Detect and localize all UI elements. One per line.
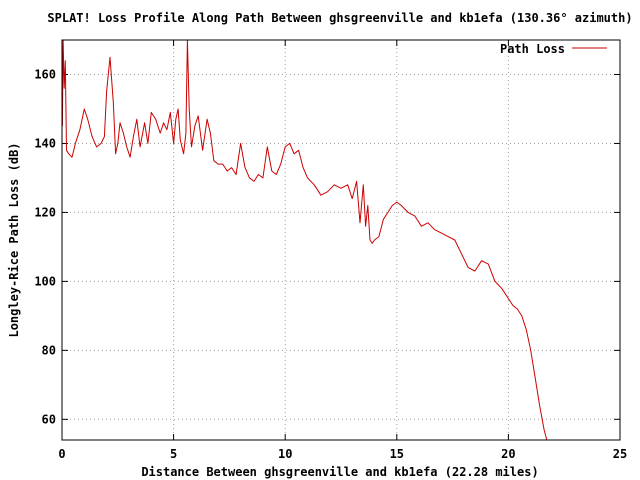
plot-frame xyxy=(61,39,621,441)
x-tick-label: 5 xyxy=(170,447,177,461)
x-axis-label: Distance Between ghsgreenville and kb1ef… xyxy=(141,465,538,479)
x-tick-label: 20 xyxy=(501,447,515,461)
x-tick-label: 10 xyxy=(278,447,292,461)
y-tick-label: 140 xyxy=(34,136,56,150)
y-tick-label: 100 xyxy=(34,274,56,288)
x-tick-label: 0 xyxy=(58,447,65,461)
legend: Path Loss xyxy=(500,42,607,56)
y-tick-labels: 60 80 100 120 140 160 xyxy=(34,67,56,426)
y-axis-label: Longley-Rice Path Loss (dB) xyxy=(7,142,21,337)
axis-ticks xyxy=(61,40,621,440)
chart-title: SPLAT! Loss Profile Along Path Between g… xyxy=(47,11,632,25)
y-tick-label: 160 xyxy=(34,67,56,81)
y-tick-label: 80 xyxy=(42,343,56,357)
x-tick-label: 15 xyxy=(390,447,404,461)
grid xyxy=(62,40,620,440)
x-tick-label: 25 xyxy=(613,447,627,461)
x-tick-labels: 0 5 10 15 20 25 xyxy=(58,447,627,461)
series-group xyxy=(62,40,548,440)
series-line-path-loss xyxy=(62,40,548,440)
y-tick-label: 120 xyxy=(34,205,56,219)
legend-label: Path Loss xyxy=(500,42,565,56)
y-tick-label: 60 xyxy=(42,412,56,426)
